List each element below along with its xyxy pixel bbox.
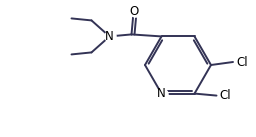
Text: O: O: [130, 5, 139, 18]
Text: Cl: Cl: [219, 89, 231, 102]
Text: Cl: Cl: [236, 55, 248, 68]
Text: N: N: [157, 87, 166, 100]
Text: N: N: [105, 30, 114, 43]
